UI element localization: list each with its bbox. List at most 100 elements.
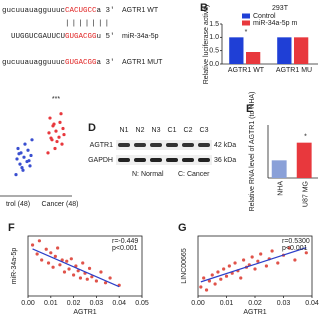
y-axis-label: miR-34a-5p bbox=[11, 248, 18, 285]
x-tick-label: AGTR1 MU bbox=[276, 67, 312, 74]
x-tick-label: 0.04 bbox=[112, 300, 126, 307]
sequence-segment: u 5' bbox=[97, 33, 115, 41]
panel-label: F bbox=[8, 222, 15, 234]
point bbox=[28, 164, 32, 168]
point bbox=[256, 259, 260, 263]
point bbox=[48, 116, 52, 120]
band bbox=[182, 158, 194, 162]
point bbox=[259, 252, 263, 256]
point bbox=[49, 136, 53, 140]
fit-line bbox=[32, 248, 120, 288]
point bbox=[56, 246, 60, 250]
sequence-label: AGTR1 WT bbox=[122, 7, 159, 14]
legend-swatch bbox=[242, 20, 250, 26]
x-tick-label: 0.00 bbox=[21, 300, 35, 307]
point bbox=[40, 258, 44, 262]
sequence-segment: a 3' bbox=[97, 7, 115, 15]
fit-line bbox=[200, 247, 307, 283]
point bbox=[46, 151, 50, 155]
panel-label: D bbox=[88, 122, 96, 134]
point bbox=[53, 146, 57, 151]
row-label: GAPDH bbox=[88, 157, 113, 164]
panel-label: B bbox=[200, 2, 208, 14]
plot-frame bbox=[27, 235, 143, 297]
point bbox=[60, 258, 64, 262]
y-axis-label: Relative RNA level of AGTR1 (to NHA) bbox=[249, 92, 256, 212]
sequence: gucuuauagguuucCACUGCCa 3' bbox=[2, 7, 115, 15]
point bbox=[207, 279, 211, 283]
x-tick-label: 0.02 bbox=[67, 300, 81, 307]
x-axis-label: AGTR1 bbox=[243, 309, 266, 316]
band bbox=[150, 143, 162, 147]
blot-legend: N: Normal bbox=[132, 171, 164, 178]
point bbox=[199, 285, 203, 289]
point bbox=[58, 263, 62, 267]
legend-label: Control bbox=[253, 13, 276, 20]
point bbox=[15, 157, 19, 161]
point bbox=[233, 261, 237, 265]
point bbox=[54, 129, 58, 133]
x-tick-label: 0.01 bbox=[220, 300, 234, 307]
panel-label: E bbox=[246, 103, 253, 115]
lane-label: N1 bbox=[120, 127, 129, 134]
sequence-segment: GUGACGG bbox=[65, 33, 97, 41]
x-tick-label: U87 MG bbox=[302, 181, 309, 207]
bar bbox=[246, 52, 261, 64]
point bbox=[47, 131, 51, 135]
point bbox=[219, 277, 223, 281]
point bbox=[81, 261, 85, 265]
point bbox=[74, 264, 78, 268]
point bbox=[108, 276, 112, 280]
point bbox=[14, 173, 18, 177]
point bbox=[29, 153, 33, 158]
point bbox=[20, 166, 24, 170]
point bbox=[210, 273, 214, 277]
point bbox=[67, 267, 71, 271]
sequence-label: AGTR1 MUT bbox=[122, 59, 163, 66]
y-tick-label: 0.0 bbox=[209, 61, 219, 68]
x-tick-label: trol (48) bbox=[6, 201, 30, 208]
blot-legend: C: Cancer bbox=[178, 171, 210, 178]
bar bbox=[229, 37, 244, 64]
point bbox=[17, 152, 21, 156]
band bbox=[198, 158, 210, 162]
point bbox=[99, 270, 103, 274]
point bbox=[72, 273, 76, 277]
point bbox=[51, 265, 55, 269]
point bbox=[227, 264, 231, 268]
point bbox=[90, 275, 94, 279]
point bbox=[287, 246, 291, 250]
row-label: AGTR1 bbox=[90, 142, 113, 149]
lane-label: C2 bbox=[184, 127, 193, 134]
point bbox=[65, 259, 69, 263]
point bbox=[264, 264, 268, 268]
point bbox=[85, 277, 89, 281]
point bbox=[52, 122, 56, 126]
point bbox=[21, 168, 25, 172]
point bbox=[242, 258, 246, 262]
point bbox=[222, 267, 226, 271]
point bbox=[224, 274, 229, 278]
point bbox=[304, 251, 308, 255]
point bbox=[76, 269, 80, 273]
y-axis-label: LINC00665 bbox=[181, 248, 188, 284]
x-tick-label: 0.01 bbox=[44, 300, 58, 307]
point bbox=[27, 159, 31, 163]
point bbox=[59, 112, 63, 116]
point bbox=[276, 261, 280, 265]
sequence-label: miR-34a-5p bbox=[122, 33, 159, 40]
point bbox=[69, 257, 73, 261]
significance: *** bbox=[52, 96, 60, 103]
point bbox=[30, 243, 35, 247]
point bbox=[61, 126, 65, 131]
x-tick-label: 0.02 bbox=[248, 300, 262, 307]
sequence: UUGGUCGAUUCUGUGACGGu 5' bbox=[11, 33, 115, 41]
point bbox=[239, 276, 243, 280]
y-tick-label: 1.5 bbox=[209, 21, 219, 28]
sequence-segment: GUGACGG bbox=[65, 59, 97, 67]
x-tick-label: Cancer (48) bbox=[42, 201, 79, 208]
x-tick-label: NHA bbox=[277, 181, 284, 196]
point bbox=[58, 120, 62, 124]
x-tick-label: 0.03 bbox=[90, 300, 104, 307]
significance: * bbox=[245, 29, 248, 36]
